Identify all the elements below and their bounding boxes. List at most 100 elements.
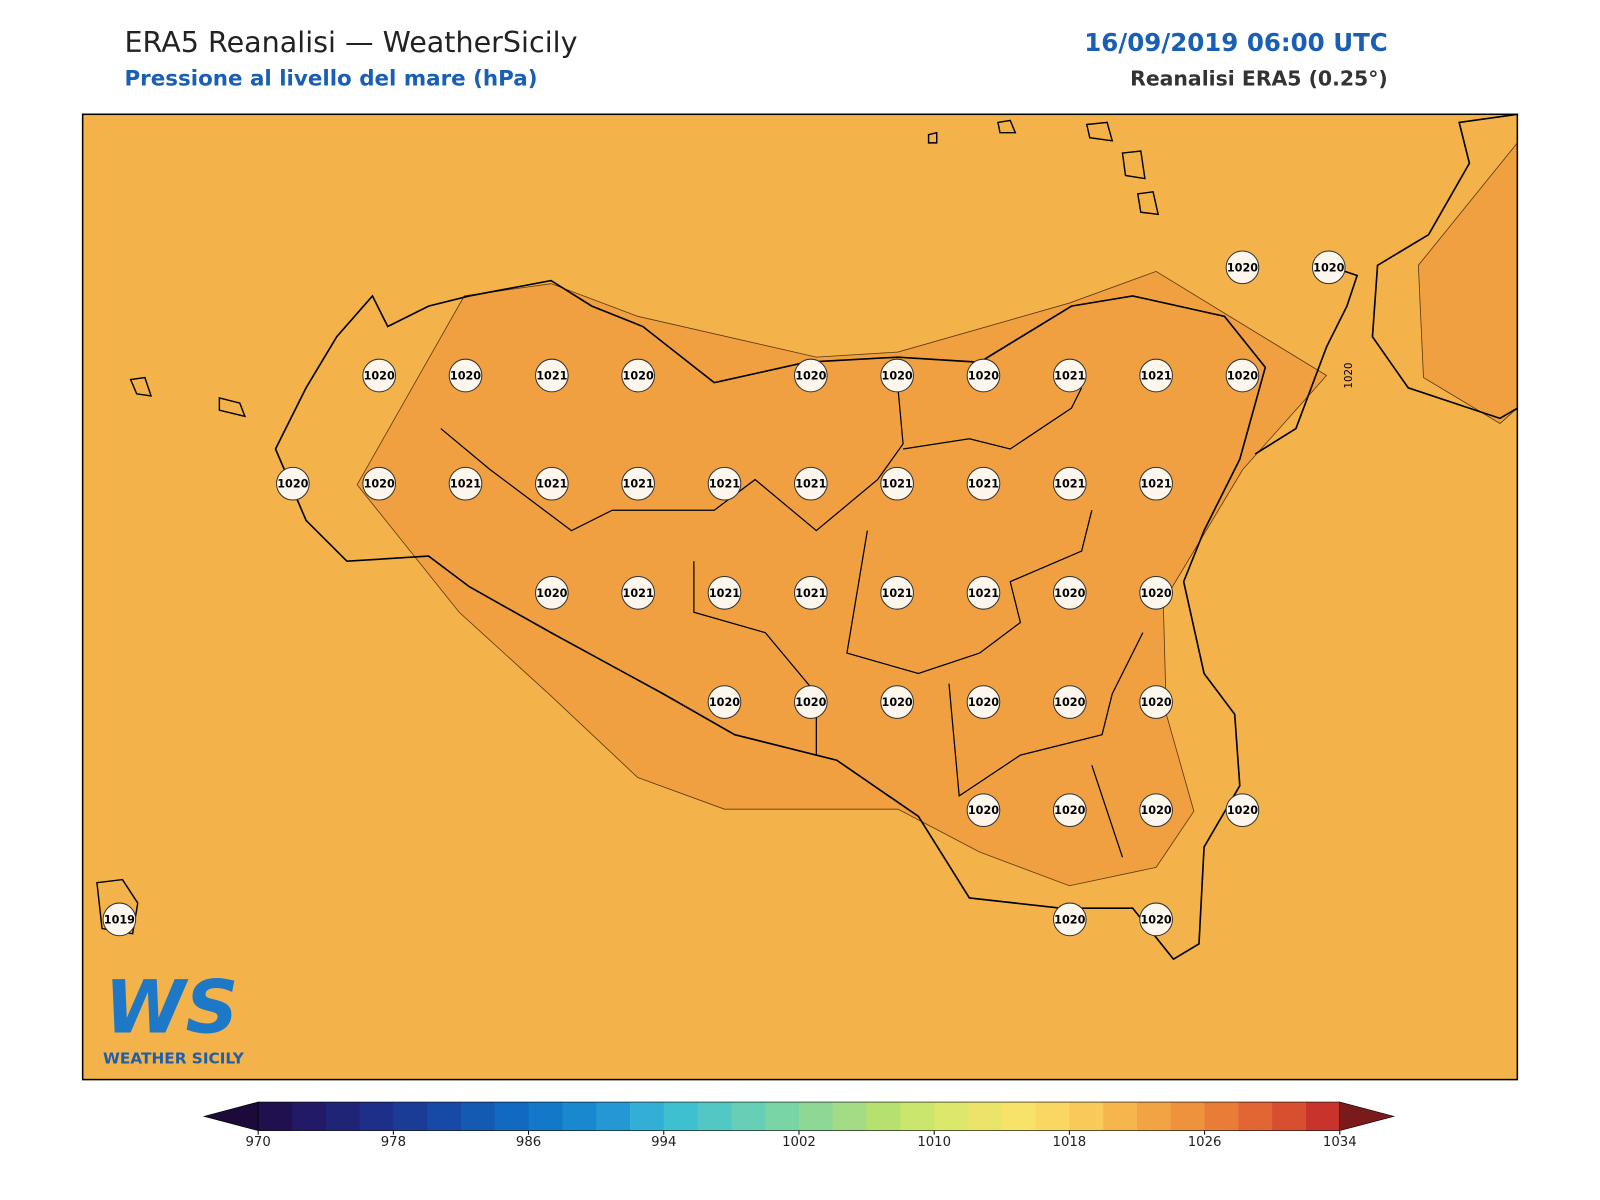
colorbar-bin — [1272, 1102, 1307, 1131]
colorbar-bin — [562, 1102, 597, 1131]
logo-mark: WS — [104, 965, 238, 1050]
station-value: 1020 — [1054, 696, 1085, 709]
colorbar-bin — [697, 1102, 732, 1131]
station-value: 1021 — [450, 478, 481, 491]
station-marker — [966, 466, 1001, 501]
colorbar-bin — [1069, 1102, 1104, 1131]
station-value: 1021 — [882, 478, 913, 491]
colorbar-bin — [934, 1102, 969, 1131]
station-value: 1021 — [795, 478, 826, 491]
station-value: 1020 — [1141, 804, 1172, 817]
title: ERA5 Reanalisi — WeatherSicily — [124, 25, 577, 59]
station-value: 1020 — [968, 804, 999, 817]
station-value: 1020 — [968, 696, 999, 709]
station-value: 1020 — [968, 370, 999, 383]
station-value: 1020 — [1054, 804, 1085, 817]
colorbar-tick-label: 1034 — [1323, 1135, 1357, 1150]
station-marker — [1052, 793, 1087, 828]
contour-label: 1020 — [1344, 363, 1355, 389]
station-value: 1021 — [968, 478, 999, 491]
station-value: 1020 — [795, 370, 826, 383]
station-value: 1020 — [364, 370, 395, 383]
station-marker — [880, 358, 914, 393]
station-marker — [1139, 576, 1173, 610]
colorbar-bin — [967, 1102, 1003, 1131]
station-marker — [534, 358, 569, 393]
colorbar-bin — [1305, 1102, 1341, 1131]
station-value: 1020 — [1227, 261, 1258, 274]
station-marker — [880, 466, 914, 501]
station-marker — [793, 685, 828, 719]
station-marker — [793, 358, 828, 393]
station-marker — [707, 685, 742, 719]
station-value: 1020 — [277, 478, 308, 491]
station-marker — [1052, 466, 1087, 501]
station-marker — [448, 466, 483, 501]
station-marker — [534, 576, 569, 610]
station-marker — [793, 466, 828, 501]
station-marker — [362, 358, 397, 393]
station-marker — [793, 576, 828, 610]
station-value: 1021 — [1141, 370, 1172, 383]
station-marker — [621, 358, 656, 393]
station-value: 1021 — [709, 478, 740, 491]
station-value: 1020 — [450, 370, 481, 383]
colorbar-tick-label: 970 — [246, 1135, 271, 1150]
colorbar-tick-label: 1010 — [917, 1135, 951, 1150]
colorbar-tick-label: 1026 — [1188, 1135, 1222, 1150]
colorbar-bin — [291, 1102, 327, 1131]
colorbar-tick-label: 1002 — [782, 1135, 816, 1150]
colorbar-bin — [494, 1102, 530, 1131]
station-value: 1020 — [882, 370, 913, 383]
station-value: 1020 — [1141, 587, 1172, 600]
colorbar-bin — [460, 1102, 496, 1131]
station-value: 1021 — [623, 587, 654, 600]
logo-text: WEATHER SICILY — [103, 1050, 245, 1068]
colorbar-tick-label: 1018 — [1053, 1135, 1087, 1150]
colorbar-bin — [359, 1102, 394, 1131]
station-marker — [621, 466, 656, 501]
colorbar-tick-label: 986 — [516, 1135, 541, 1150]
colorbar-bin — [765, 1102, 800, 1131]
station-marker — [102, 902, 137, 937]
station-marker — [966, 793, 1001, 828]
station-marker — [1139, 358, 1173, 393]
colorbar-bin — [731, 1102, 766, 1131]
station-labels: 1020 1020 1020 1020 1021 1020 1020 1020 1020 1021… — [102, 250, 1346, 937]
station-value: 1020 — [882, 696, 913, 709]
colorbar-bin — [798, 1102, 834, 1131]
station-marker — [362, 466, 397, 501]
station-value: 1021 — [795, 587, 826, 600]
station-marker — [966, 685, 1001, 719]
colorbar-tick-label: 978 — [381, 1135, 406, 1150]
station-marker — [1052, 576, 1087, 610]
station-marker — [1052, 902, 1087, 937]
colorbar-bin — [1136, 1102, 1172, 1131]
station-marker — [276, 466, 310, 501]
station-marker — [707, 576, 742, 610]
station-value: 1021 — [623, 478, 654, 491]
station-value: 1021 — [536, 370, 567, 383]
station-value: 1020 — [536, 587, 567, 600]
colorbar-over — [1339, 1101, 1396, 1132]
colorbar-bin — [1103, 1102, 1138, 1131]
station-value: 1021 — [1054, 478, 1085, 491]
station-marker — [1139, 793, 1173, 828]
colorbar-bin — [1001, 1102, 1037, 1131]
station-value: 1020 — [1313, 261, 1344, 274]
station-value: 1021 — [1141, 478, 1172, 491]
map-frame — [81, 113, 1519, 1081]
calabria-coast — [1254, 113, 1518, 455]
station-marker — [1052, 358, 1087, 393]
colorbar-bin — [258, 1102, 293, 1131]
station-value: 1020 — [1054, 587, 1085, 600]
station-marker — [966, 576, 1001, 610]
station-value: 1020 — [1141, 913, 1172, 926]
colorbar-bin — [1170, 1102, 1206, 1131]
station-marker — [1225, 793, 1260, 828]
station-value: 1020 — [709, 696, 740, 709]
station-value: 1020 — [364, 478, 395, 491]
station-value: 1021 — [1054, 370, 1085, 383]
